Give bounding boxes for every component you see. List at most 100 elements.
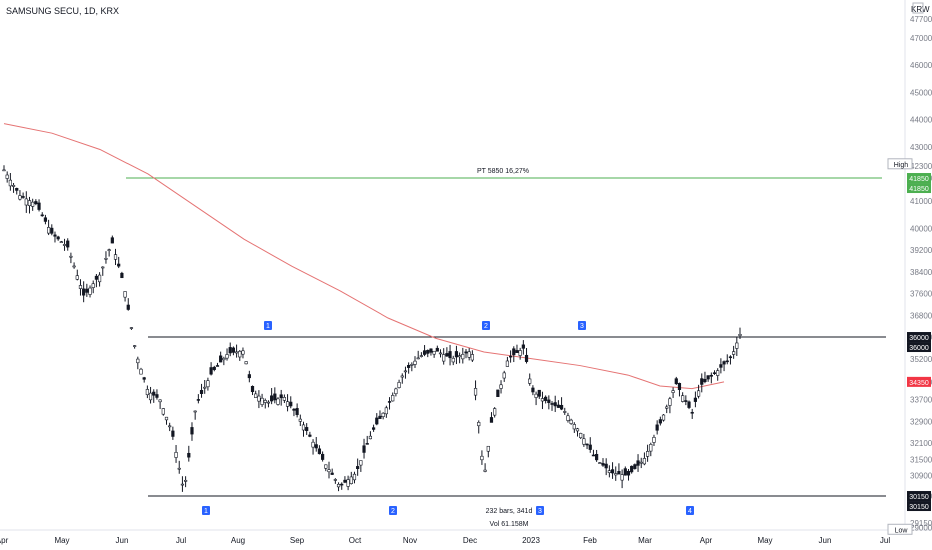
candle-body: [738, 334, 742, 336]
candle-body: [528, 378, 532, 384]
candle-body: [442, 354, 446, 362]
candle-body: [483, 469, 487, 472]
candle-body: [289, 401, 293, 407]
candle-body: [212, 366, 216, 370]
candle-body: [228, 347, 232, 354]
candle-body: [712, 372, 717, 374]
y-tick-label: 45000: [910, 88, 932, 97]
price-tag-box: [907, 173, 931, 184]
marker-bottom-label: 4: [688, 508, 692, 515]
candle-body: [429, 348, 433, 353]
x-tick-label: Jul: [176, 536, 186, 545]
price-tag-box: [907, 376, 931, 387]
price-tag-box: [907, 342, 931, 353]
candle-body: [410, 364, 414, 366]
volume-stat: Vol 61.158M: [490, 521, 529, 528]
candle-body: [85, 288, 89, 293]
candle-body: [31, 201, 35, 207]
candle-body: [333, 479, 337, 481]
candle-body: [327, 469, 331, 473]
candle-body: [400, 375, 404, 378]
candle-body: [215, 365, 220, 367]
candle-body: [375, 417, 379, 425]
candle-body: [378, 415, 382, 419]
y-tick-label: 31500: [910, 455, 932, 464]
bars-stat: 232 bars, 341d: [486, 508, 533, 515]
candle-body: [298, 418, 302, 422]
price-tag-box: [887, 158, 913, 170]
candle-body: [646, 451, 650, 457]
candle-body: [566, 415, 570, 421]
x-tick-label: Jun: [819, 536, 832, 545]
candle-body: [607, 470, 611, 473]
candle-body: [225, 354, 229, 359]
candle-body: [582, 438, 586, 445]
candle-body: [305, 427, 309, 431]
candle-body: [190, 427, 194, 435]
candle-body: [158, 399, 162, 403]
candle-body: [572, 424, 576, 430]
candle-body: [15, 187, 19, 191]
marker-top-label: 2: [484, 323, 488, 330]
candle-body: [174, 452, 178, 458]
candle-body: [394, 388, 398, 395]
candle-body: [72, 265, 76, 268]
y-tick-label: 42300: [910, 162, 932, 171]
candle-body: [505, 360, 510, 367]
candle-body: [569, 419, 573, 424]
price-tag-box: [907, 501, 931, 512]
x-tick-label: May: [757, 536, 772, 545]
candle-body: [270, 395, 274, 402]
candle-body: [681, 395, 685, 402]
candle-body: [110, 237, 114, 244]
candle-body: [728, 356, 733, 359]
x-tick-label: Jun: [116, 536, 129, 545]
candle-body: [534, 393, 538, 398]
candle-body: [652, 437, 656, 443]
candle-body: [661, 414, 666, 421]
candle-body: [222, 357, 226, 361]
candle-body: [21, 196, 25, 198]
candle-body: [24, 198, 28, 206]
candle-body: [161, 408, 165, 415]
candle-body: [177, 467, 181, 470]
y-tick-label: 30900: [910, 472, 932, 481]
candle-body: [617, 471, 621, 475]
candle-body: [416, 357, 420, 360]
candle-body: [139, 368, 143, 375]
candle-body: [34, 201, 38, 205]
candle-body: [254, 393, 258, 398]
y-tick-label: 32900: [910, 417, 932, 426]
candle-body: [308, 434, 312, 437]
candle-body: [601, 463, 605, 466]
candle-body: [598, 462, 602, 464]
marker-top-box: [578, 321, 586, 331]
candle-body: [687, 401, 691, 408]
candle-body: [273, 393, 277, 401]
candle-body: [168, 425, 172, 428]
candle-body: [142, 377, 146, 380]
candle-body: [451, 357, 455, 363]
candle-body: [563, 411, 567, 413]
x-tick-label: Dec: [463, 536, 477, 545]
x-tick-label: Nov: [403, 536, 417, 545]
candle-body: [531, 387, 535, 393]
candle-body: [120, 272, 124, 279]
candle-body: [209, 367, 213, 375]
candle-body: [515, 350, 519, 353]
candle-body: [559, 404, 564, 410]
candle-body: [260, 397, 264, 405]
candle-body: [257, 395, 261, 402]
candle-body: [330, 472, 334, 475]
candle-body: [324, 464, 328, 469]
candle-body: [94, 275, 98, 280]
x-tick-label: Aug: [231, 536, 245, 545]
candle-body: [489, 417, 494, 423]
candle-body: [521, 344, 525, 349]
candle-body: [550, 403, 554, 405]
candle-body: [419, 355, 423, 357]
x-tick-label: 2023: [522, 536, 540, 545]
candle-body: [461, 354, 465, 360]
marker-top-box: [482, 321, 490, 331]
